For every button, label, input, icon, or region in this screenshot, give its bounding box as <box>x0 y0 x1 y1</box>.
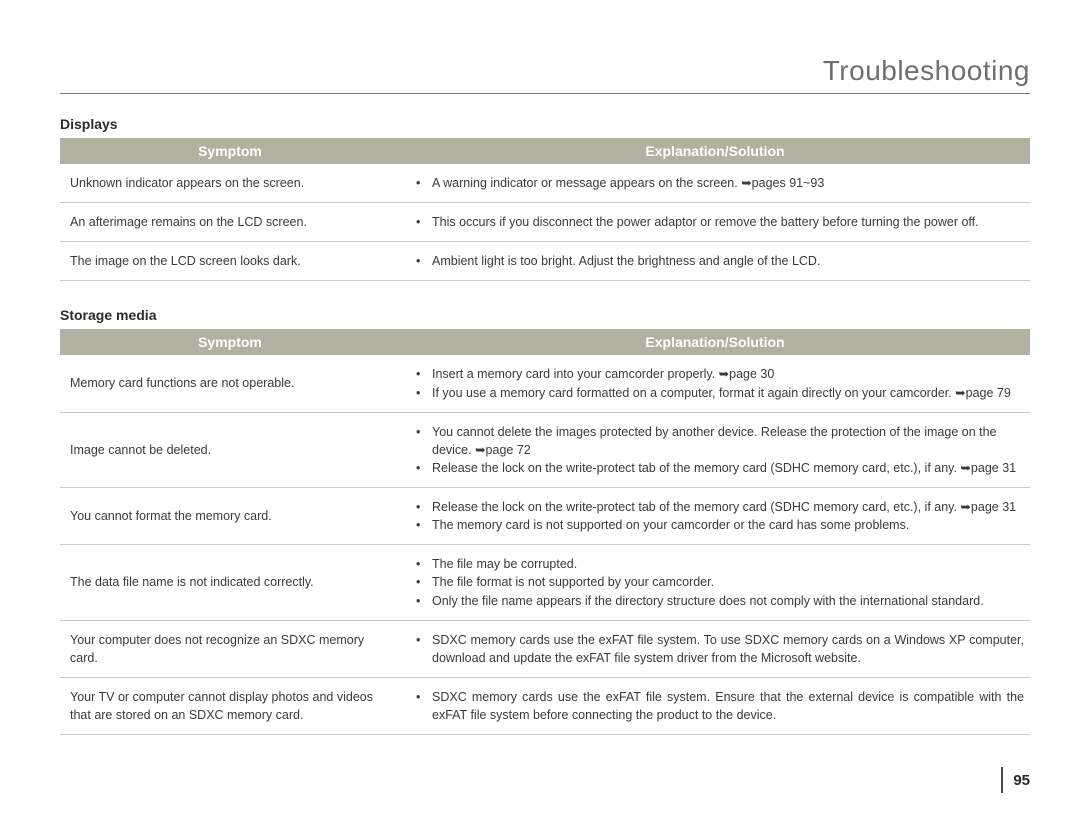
bullet-item: Release the lock on the write-protect ta… <box>422 459 1024 477</box>
bullet-item: Only the file name appears if the direct… <box>422 592 1024 610</box>
solution-cell: The file may be corrupted. The file form… <box>400 545 1030 620</box>
page-number: 95 <box>1001 767 1030 793</box>
symptom-cell: An afterimage remains on the LCD screen. <box>60 203 400 242</box>
table-row: Your TV or computer cannot display photo… <box>60 677 1030 734</box>
bullet-item: You cannot delete the images protected b… <box>422 423 1024 459</box>
symptom-cell: Unknown indicator appears on the screen. <box>60 164 400 203</box>
table-displays: Symptom Explanation/Solution Unknown ind… <box>60 138 1030 281</box>
solution-cell: SDXC memory cards use the exFAT file sys… <box>400 677 1030 734</box>
section-label-storage: Storage media <box>60 307 1030 323</box>
symptom-cell: Memory card functions are not operable. <box>60 355 400 412</box>
bullet-item: SDXC memory cards use the exFAT file sys… <box>422 631 1024 667</box>
bullet-item: SDXC memory cards use the exFAT file sys… <box>422 688 1024 724</box>
bullet-item: Release the lock on the write-protect ta… <box>422 498 1024 516</box>
symptom-cell: Your TV or computer cannot display photo… <box>60 677 400 734</box>
solution-cell: Insert a memory card into your camcorder… <box>400 355 1030 412</box>
document-page: Troubleshooting Displays Symptom Explana… <box>0 0 1080 825</box>
bullet-item: The file format is not supported by your… <box>422 573 1024 591</box>
table-storage: Symptom Explanation/Solution Memory card… <box>60 329 1030 735</box>
column-header-solution: Explanation/Solution <box>400 329 1030 355</box>
solution-cell: A warning indicator or message appears o… <box>400 164 1030 203</box>
solution-cell: SDXC memory cards use the exFAT file sys… <box>400 620 1030 677</box>
bullet-item: The memory card is not supported on your… <box>422 516 1024 534</box>
column-header-solution: Explanation/Solution <box>400 138 1030 164</box>
solution-cell: This occurs if you disconnect the power … <box>400 203 1030 242</box>
table-row: An afterimage remains on the LCD screen.… <box>60 203 1030 242</box>
table-row: Your computer does not recognize an SDXC… <box>60 620 1030 677</box>
table-row: The image on the LCD screen looks dark. … <box>60 242 1030 281</box>
bullet-item: A warning indicator or message appears o… <box>422 174 1024 192</box>
table-row: Unknown indicator appears on the screen.… <box>60 164 1030 203</box>
symptom-cell: Your computer does not recognize an SDXC… <box>60 620 400 677</box>
table-row: The data file name is not indicated corr… <box>60 545 1030 620</box>
solution-cell: Ambient light is too bright. Adjust the … <box>400 242 1030 281</box>
symptom-cell: Image cannot be deleted. <box>60 412 400 487</box>
solution-cell: You cannot delete the images protected b… <box>400 412 1030 487</box>
section-label-displays: Displays <box>60 116 1030 132</box>
bullet-item: Insert a memory card into your camcorder… <box>422 365 1024 383</box>
table-row: You cannot format the memory card. Relea… <box>60 488 1030 545</box>
solution-cell: Release the lock on the write-protect ta… <box>400 488 1030 545</box>
table-row: Memory card functions are not operable. … <box>60 355 1030 412</box>
column-header-symptom: Symptom <box>60 138 400 164</box>
bullet-item: The file may be corrupted. <box>422 555 1024 573</box>
symptom-cell: The data file name is not indicated corr… <box>60 545 400 620</box>
table-row: Image cannot be deleted. You cannot dele… <box>60 412 1030 487</box>
title-rule <box>60 93 1030 94</box>
bullet-item: Ambient light is too bright. Adjust the … <box>422 252 1024 270</box>
column-header-symptom: Symptom <box>60 329 400 355</box>
symptom-cell: The image on the LCD screen looks dark. <box>60 242 400 281</box>
page-title: Troubleshooting <box>60 55 1030 87</box>
bullet-item: This occurs if you disconnect the power … <box>422 213 1024 231</box>
bullet-item: If you use a memory card formatted on a … <box>422 384 1024 402</box>
symptom-cell: You cannot format the memory card. <box>60 488 400 545</box>
